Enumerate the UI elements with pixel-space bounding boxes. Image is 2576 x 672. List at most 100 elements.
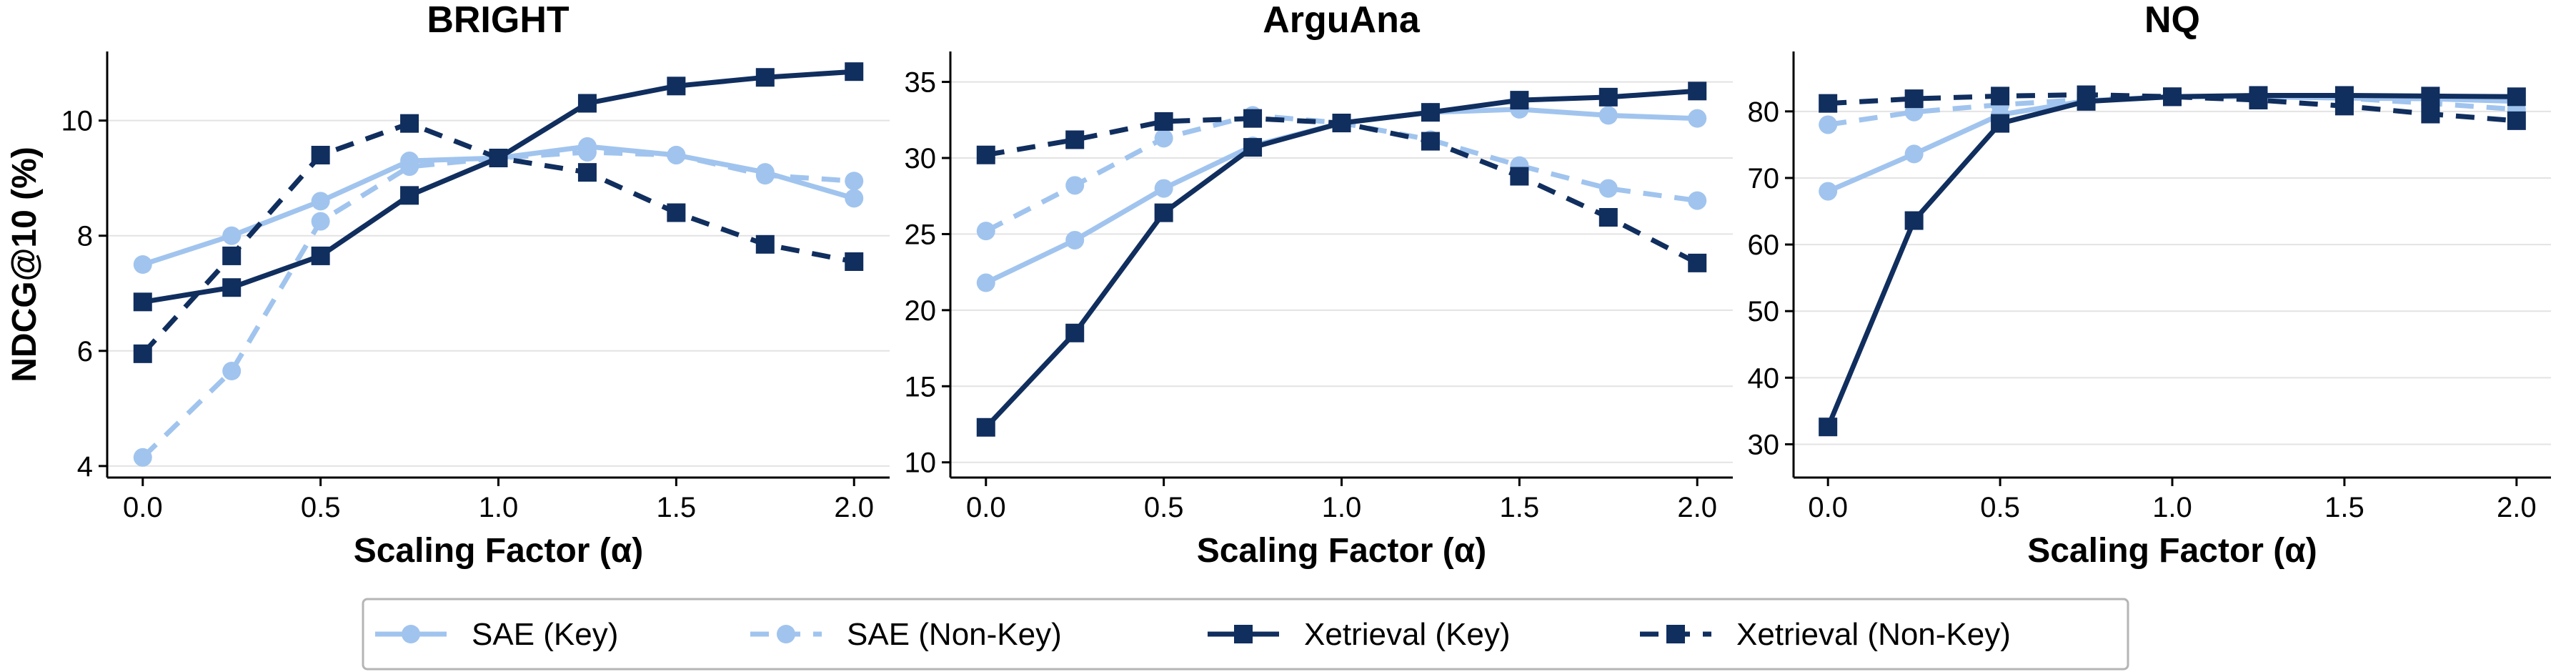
data-point	[2077, 85, 2096, 104]
data-point	[755, 166, 775, 185]
data-point	[222, 246, 242, 265]
y-tick-label: 20	[905, 295, 937, 327]
data-point	[311, 145, 330, 164]
x-tick-label: 1.0	[1322, 492, 1362, 523]
legend-swatch-marker	[777, 625, 795, 643]
data-point	[845, 172, 864, 191]
legend-label: SAE (Non-Key)	[847, 617, 1062, 652]
data-point	[577, 142, 597, 162]
data-point	[1243, 109, 1263, 128]
x-tick-label: 0.0	[966, 492, 1006, 523]
series-xetrieval-non-key	[1819, 85, 2526, 130]
data-point	[1421, 103, 1440, 122]
data-point	[1688, 81, 1707, 101]
y-tick-label: 8	[77, 221, 93, 252]
data-point	[1688, 109, 1707, 128]
y-tick-label: 40	[1748, 362, 1780, 394]
x-axis-label: Scaling Factor (α)	[1197, 532, 1487, 570]
data-point	[1598, 106, 1618, 125]
data-point	[133, 292, 152, 312]
x-tick-label: 2.0	[2497, 492, 2537, 523]
data-point	[1819, 182, 1838, 201]
legend: SAE (Key) SAE (Non-Key) Xetrieval (Key) Xet…	[362, 598, 2129, 671]
data-point	[1421, 132, 1440, 151]
series-line	[141, 149, 855, 460]
legend-swatch-marker	[402, 625, 420, 643]
x-tick-label: 0.5	[1144, 492, 1184, 523]
data-point	[667, 76, 686, 96]
series-xetrieval-key	[1819, 86, 2526, 437]
data-point	[1510, 167, 1529, 186]
data-point	[1154, 203, 1173, 222]
legend-item-sae-non-key: SAE (Non-Key)	[750, 617, 1062, 652]
data-point	[667, 145, 686, 164]
data-point	[667, 203, 686, 222]
series-line	[142, 69, 855, 305]
data-point	[1991, 114, 2010, 133]
data-point	[2507, 111, 2526, 130]
y-tick-label: 70	[1748, 163, 1780, 194]
series-line	[1828, 92, 2517, 124]
data-point	[400, 157, 419, 177]
data-point	[2334, 97, 2354, 116]
legend-swatch-marker	[1234, 625, 1253, 643]
data-point	[1154, 112, 1173, 131]
data-point	[755, 234, 775, 254]
y-tick-label: 80	[1748, 97, 1780, 128]
panel-title: ArguAna	[1263, 0, 1421, 41]
data-point	[1598, 87, 1618, 107]
series-line	[1827, 93, 2517, 127]
y-tick-label: 25	[905, 219, 937, 250]
x-tick-label: 0.5	[1980, 492, 2020, 523]
data-point	[1991, 87, 2010, 106]
y-tick-label: 60	[1748, 229, 1780, 261]
data-point	[1819, 115, 1838, 134]
data-point	[845, 189, 864, 208]
x-tick-label: 1.5	[2324, 492, 2364, 523]
data-point	[222, 362, 242, 380]
data-point	[1065, 130, 1085, 149]
data-point	[1598, 208, 1618, 227]
data-point	[311, 192, 330, 211]
y-tick-label: 6	[77, 336, 93, 367]
data-point	[489, 149, 508, 167]
y-tick-label: 50	[1748, 296, 1780, 327]
data-point	[1904, 144, 1924, 164]
x-tick-label: 1.5	[1500, 492, 1540, 523]
panel-title: NQ	[2144, 0, 2200, 41]
y-tick-label: 10	[905, 448, 937, 479]
chart-panels: 4 6 8 10 0.0 0.5 1.0 1.5 2.0 BRIGHT Scaling Factor…	[6, 0, 2551, 570]
panel-nq: 30 40 50 60 70 80 0.0 0.5 1.0 1.5 2.0 NQ Scaling Fac…	[1748, 0, 2551, 570]
data-point	[2163, 87, 2182, 107]
y-tick-label: 35	[905, 67, 937, 99]
data-point	[755, 68, 775, 87]
y-tick-label: 30	[1748, 429, 1780, 460]
data-point	[976, 222, 995, 241]
data-point	[133, 255, 152, 274]
series-xetrieval-non-key	[976, 109, 1707, 272]
data-point	[1819, 417, 1838, 437]
x-tick-label: 2.0	[1677, 492, 1717, 523]
data-point	[1688, 253, 1707, 272]
x-tick-label: 2.0	[834, 492, 874, 523]
data-point	[311, 246, 330, 265]
data-point	[1819, 94, 1838, 113]
y-tick-label: 4	[77, 451, 93, 483]
series-xetrieval-key	[133, 62, 864, 312]
y-tick-label: 10	[61, 106, 94, 137]
data-point	[1154, 129, 1173, 148]
x-tick-label: 1.0	[2152, 492, 2192, 523]
x-tick-label: 1.5	[657, 492, 697, 523]
y-tick-label: 15	[905, 371, 937, 402]
data-point	[976, 145, 995, 164]
data-point	[577, 163, 597, 182]
y-tick-label: 30	[905, 143, 937, 174]
panel-title: BRIGHT	[427, 0, 570, 41]
legend-item-xetrieval-non-key: Xetrieval (Non-Key)	[1640, 617, 2011, 652]
x-tick-label: 0.0	[123, 492, 163, 523]
y-axis-label: NDCG@10 (%)	[6, 147, 44, 382]
data-point	[976, 417, 995, 437]
data-point	[1065, 230, 1085, 249]
x-tick-label: 0.5	[301, 492, 341, 523]
